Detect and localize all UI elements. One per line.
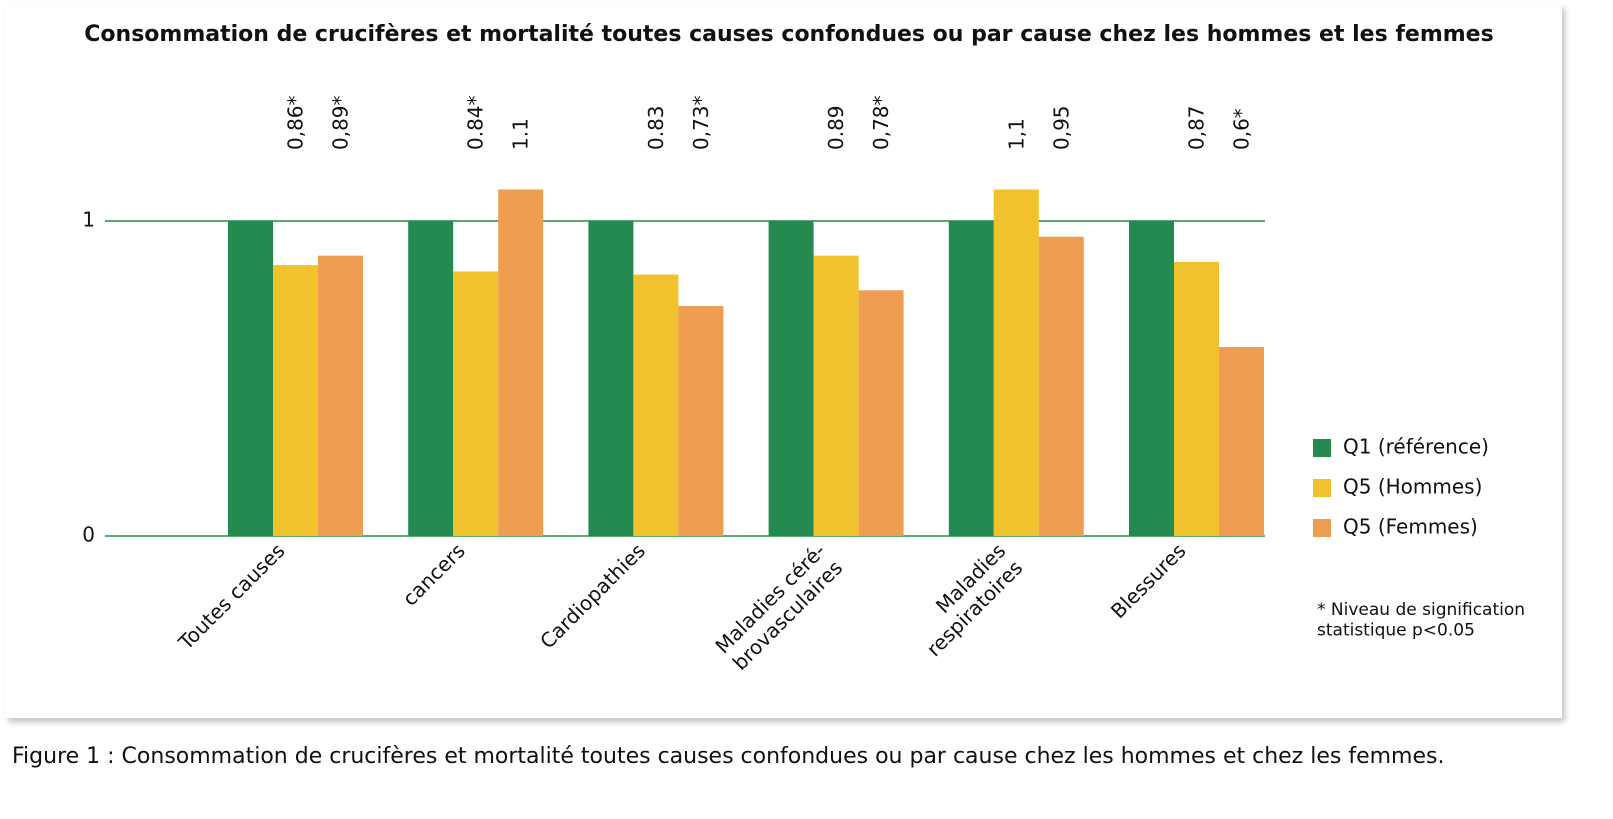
legend-swatch	[1313, 519, 1331, 537]
legend-label: Q5 (Hommes)	[1343, 475, 1482, 499]
value-label: 1,1	[1004, 118, 1028, 150]
bar	[273, 265, 318, 536]
bar	[678, 306, 724, 536]
value-label: 0,6*	[1230, 108, 1254, 150]
bar	[498, 189, 544, 536]
value-label: 0,78*	[869, 95, 893, 150]
bar	[228, 221, 273, 536]
bar	[453, 271, 499, 536]
bar	[588, 221, 634, 536]
value-label: 0,87	[1185, 105, 1209, 150]
bar	[858, 290, 904, 536]
bar	[948, 221, 994, 536]
value-label: 0.84*	[464, 95, 488, 150]
value-label: 0,86*	[284, 95, 308, 150]
y-tick-label: 1	[82, 208, 95, 232]
bar	[813, 255, 859, 536]
caption: Figure 1 : Consommation de crucifères et…	[12, 744, 1444, 769]
value-label: 0,95	[1049, 105, 1073, 150]
bar	[633, 274, 679, 536]
bar	[318, 255, 363, 536]
legend-label: Q1 (référence)	[1343, 435, 1489, 459]
bar	[768, 221, 814, 536]
bar	[1174, 261, 1219, 536]
bar	[993, 189, 1039, 536]
bar	[1219, 347, 1264, 536]
legend-label: Q5 (Femmes)	[1343, 515, 1478, 539]
bar	[1038, 236, 1084, 536]
value-label: 0.83	[644, 105, 668, 150]
bar	[408, 221, 454, 536]
legend-swatch	[1313, 439, 1331, 457]
y-tick-label: 0	[82, 523, 95, 547]
chart-title: Consommation de crucifères et mortalité …	[84, 22, 1493, 47]
legend-swatch	[1313, 479, 1331, 497]
value-label: 0,73*	[689, 95, 713, 150]
value-label: 0.89	[824, 105, 848, 150]
footnote: * Niveau de signification statistique p<0…	[1317, 600, 1525, 640]
value-label: 0,89*	[329, 95, 353, 150]
value-label: 1.1	[509, 118, 533, 150]
bar	[1129, 221, 1174, 536]
